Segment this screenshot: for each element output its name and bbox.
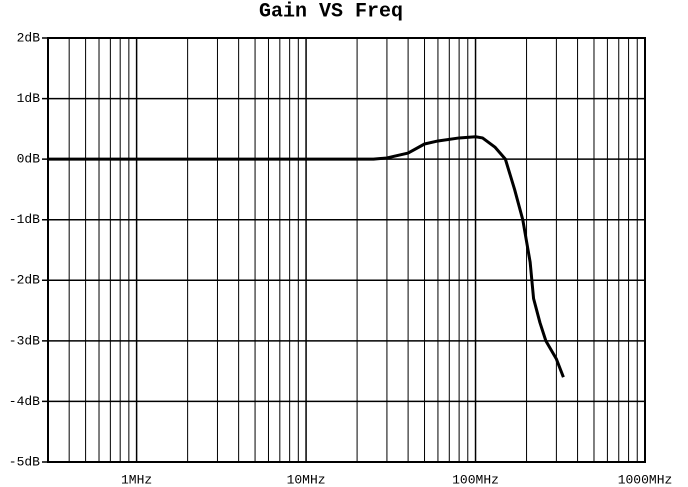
x-tick-label: 10MHz [287,472,326,487]
y-tick-label: 2dB [17,30,41,45]
y-tick-label: 1dB [17,91,41,106]
y-tick-label: -3dB [9,333,40,348]
data-line [48,135,565,378]
y-tick-label: 0dB [17,152,41,167]
y-tick-label: -4dB [9,394,40,409]
x-tick-label: 1000MHz [618,472,673,487]
plot-frame [47,37,646,463]
x-tick-label: 100MHz [452,472,499,487]
y-tick-label: -2dB [9,273,40,288]
x-tick-label: 1MHz [121,472,152,487]
chart-title: Gain VS Freq [259,0,403,23]
y-tick-label: -1dB [9,212,40,227]
y-tick-label: -5dB [9,454,40,469]
